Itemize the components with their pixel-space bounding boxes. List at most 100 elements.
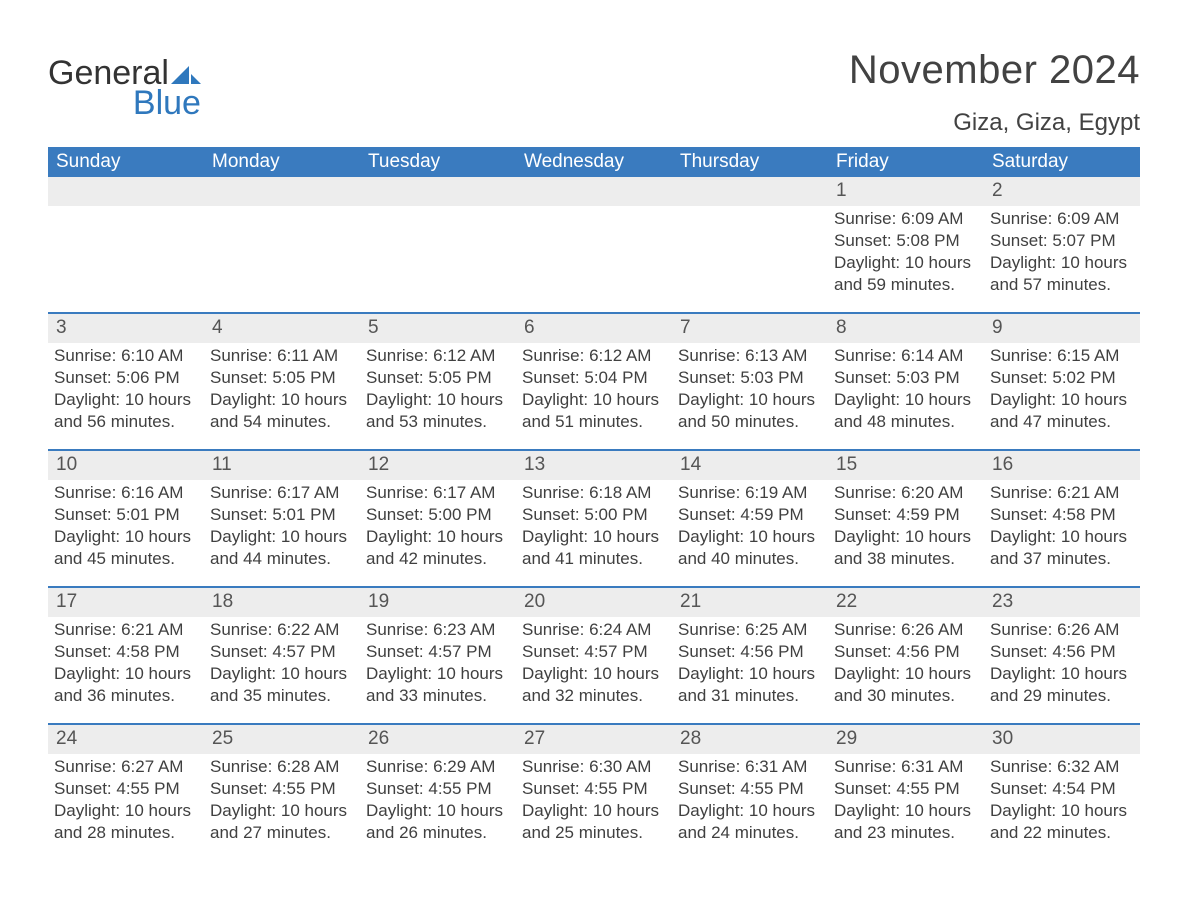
sunset-label: Sunset: <box>990 505 1052 524</box>
sunset-label: Sunset: <box>54 642 116 661</box>
day-content-cell: Sunrise: 6:18 AMSunset: 5:00 PMDaylight:… <box>516 480 672 587</box>
sunset-value: 4:58 PM <box>116 642 179 661</box>
day-header: Friday <box>828 147 984 177</box>
day-number-cell: 23 <box>984 587 1140 617</box>
sunrise-value: 6:19 AM <box>745 483 807 502</box>
day-content-cell <box>204 206 360 313</box>
day-number-cell: 26 <box>360 724 516 754</box>
daylight-line: Daylight: 10 hours and 41 minutes. <box>522 526 666 570</box>
daylight-line: Daylight: 10 hours and 51 minutes. <box>522 389 666 433</box>
sunset-label: Sunset: <box>210 779 272 798</box>
sunset-label: Sunset: <box>54 505 116 524</box>
daylight-line: Daylight: 10 hours and 23 minutes. <box>834 800 978 844</box>
sunrise-line: Sunrise: 6:19 AM <box>678 482 822 504</box>
sunset-value: 5:04 PM <box>584 368 647 387</box>
sunrise-label: Sunrise: <box>834 757 901 776</box>
sunrise-label: Sunrise: <box>990 346 1057 365</box>
sunrise-label: Sunrise: <box>678 620 745 639</box>
day-content: Sunrise: 6:18 AMSunset: 5:00 PMDaylight:… <box>522 480 666 570</box>
daylight-line: Daylight: 10 hours and 59 minutes. <box>834 252 978 296</box>
day-content: Sunrise: 6:21 AMSunset: 4:58 PMDaylight:… <box>54 617 198 707</box>
sunrise-label: Sunrise: <box>990 483 1057 502</box>
day-content: Sunrise: 6:19 AMSunset: 4:59 PMDaylight:… <box>678 480 822 570</box>
calendar-header: SundayMondayTuesdayWednesdayThursdayFrid… <box>48 147 1140 177</box>
day-header: Monday <box>204 147 360 177</box>
sunrise-line: Sunrise: 6:09 AM <box>834 208 978 230</box>
day-content-cell <box>672 206 828 313</box>
day-content: Sunrise: 6:26 AMSunset: 4:56 PMDaylight:… <box>834 617 978 707</box>
daylight-label: Daylight: <box>210 801 281 820</box>
sunrise-label: Sunrise: <box>54 483 121 502</box>
day-content-cell: Sunrise: 6:16 AMSunset: 5:01 PMDaylight:… <box>48 480 204 587</box>
day-number-cell: 19 <box>360 587 516 617</box>
sunset-label: Sunset: <box>990 642 1052 661</box>
sunrise-value: 6:32 AM <box>1057 757 1119 776</box>
sunset-label: Sunset: <box>678 642 740 661</box>
day-number-cell <box>48 177 204 206</box>
daylight-label: Daylight: <box>678 801 749 820</box>
day-header: Saturday <box>984 147 1140 177</box>
day-content-cell: Sunrise: 6:14 AMSunset: 5:03 PMDaylight:… <box>828 343 984 450</box>
sunrise-line: Sunrise: 6:31 AM <box>678 756 822 778</box>
sunrise-value: 6:13 AM <box>745 346 807 365</box>
daylight-label: Daylight: <box>366 390 437 409</box>
sunrise-value: 6:24 AM <box>589 620 651 639</box>
day-content-cell: Sunrise: 6:26 AMSunset: 4:56 PMDaylight:… <box>828 617 984 724</box>
sunset-value: 5:00 PM <box>584 505 647 524</box>
daylight-label: Daylight: <box>990 527 1061 546</box>
sunset-value: 4:56 PM <box>896 642 959 661</box>
day-content-cell: Sunrise: 6:27 AMSunset: 4:55 PMDaylight:… <box>48 754 204 860</box>
daylight-line: Daylight: 10 hours and 29 minutes. <box>990 663 1134 707</box>
sunrise-label: Sunrise: <box>990 209 1057 228</box>
day-content: Sunrise: 6:29 AMSunset: 4:55 PMDaylight:… <box>366 754 510 844</box>
day-number-cell: 18 <box>204 587 360 617</box>
day-number-cell: 21 <box>672 587 828 617</box>
sunrise-value: 6:14 AM <box>901 346 963 365</box>
day-number-cell: 3 <box>48 313 204 343</box>
day-content-cell <box>360 206 516 313</box>
daylight-label: Daylight: <box>834 527 905 546</box>
sunset-line: Sunset: 4:55 PM <box>834 778 978 800</box>
sunset-label: Sunset: <box>522 505 584 524</box>
daylight-line: Daylight: 10 hours and 25 minutes. <box>522 800 666 844</box>
sunrise-label: Sunrise: <box>678 483 745 502</box>
day-number-cell <box>360 177 516 206</box>
daylight-label: Daylight: <box>522 801 593 820</box>
daylight-label: Daylight: <box>834 664 905 683</box>
daylight-label: Daylight: <box>366 664 437 683</box>
day-header: Thursday <box>672 147 828 177</box>
day-number-cell: 10 <box>48 450 204 480</box>
daylight-line: Daylight: 10 hours and 44 minutes. <box>210 526 354 570</box>
sunrise-line: Sunrise: 6:26 AM <box>834 619 978 641</box>
sunrise-label: Sunrise: <box>834 346 901 365</box>
sunset-line: Sunset: 4:57 PM <box>366 641 510 663</box>
week-content-row: Sunrise: 6:27 AMSunset: 4:55 PMDaylight:… <box>48 754 1140 860</box>
day-content-cell: Sunrise: 6:21 AMSunset: 4:58 PMDaylight:… <box>984 480 1140 587</box>
day-content-cell: Sunrise: 6:12 AMSunset: 5:04 PMDaylight:… <box>516 343 672 450</box>
sunrise-value: 6:27 AM <box>121 757 183 776</box>
daylight-label: Daylight: <box>54 527 125 546</box>
sunrise-line: Sunrise: 6:32 AM <box>990 756 1134 778</box>
day-header: Wednesday <box>516 147 672 177</box>
day-content-cell: Sunrise: 6:10 AMSunset: 5:06 PMDaylight:… <box>48 343 204 450</box>
day-number-cell: 7 <box>672 313 828 343</box>
day-number-cell: 29 <box>828 724 984 754</box>
sunset-value: 5:03 PM <box>896 368 959 387</box>
sunset-value: 4:59 PM <box>740 505 803 524</box>
sunrise-label: Sunrise: <box>366 620 433 639</box>
daylight-label: Daylight: <box>990 253 1061 272</box>
daylight-line: Daylight: 10 hours and 28 minutes. <box>54 800 198 844</box>
sunset-line: Sunset: 4:58 PM <box>990 504 1134 526</box>
sunset-line: Sunset: 4:59 PM <box>834 504 978 526</box>
sunset-label: Sunset: <box>834 505 896 524</box>
sunset-value: 4:55 PM <box>428 779 491 798</box>
day-content-cell: Sunrise: 6:09 AMSunset: 5:08 PMDaylight:… <box>828 206 984 313</box>
sunset-value: 4:58 PM <box>1052 505 1115 524</box>
sunrise-label: Sunrise: <box>678 757 745 776</box>
sunrise-value: 6:10 AM <box>121 346 183 365</box>
sunset-value: 5:00 PM <box>428 505 491 524</box>
sunrise-value: 6:11 AM <box>277 346 338 365</box>
sunrise-value: 6:28 AM <box>277 757 339 776</box>
day-content-cell: Sunrise: 6:11 AMSunset: 5:05 PMDaylight:… <box>204 343 360 450</box>
sunrise-line: Sunrise: 6:16 AM <box>54 482 198 504</box>
